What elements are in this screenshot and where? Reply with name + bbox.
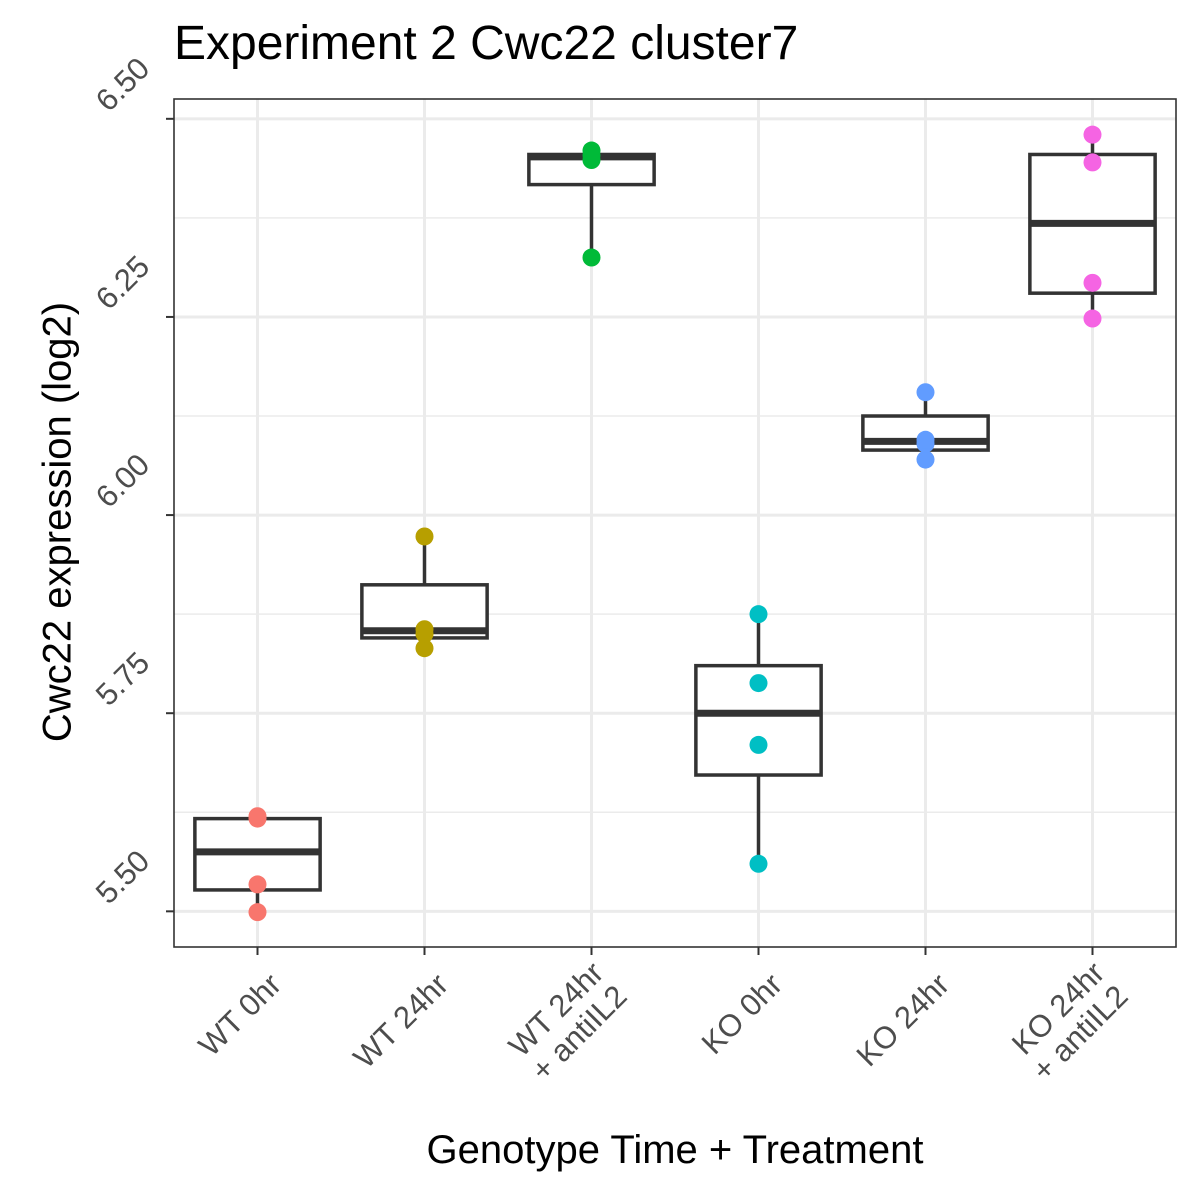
x-tick-label-line: KO 0hr — [695, 967, 789, 1061]
data-point — [582, 141, 601, 160]
data-point — [916, 430, 935, 449]
chart-title: Experiment 2 Cwc22 cluster7 — [174, 17, 799, 70]
y-tick-label: 6.25 — [89, 249, 156, 316]
panel-border — [173, 98, 1177, 948]
data-point — [749, 674, 768, 693]
data-point — [1083, 273, 1102, 292]
data-point — [916, 383, 935, 402]
data-point — [749, 605, 768, 624]
data-point — [415, 639, 434, 658]
data-point — [749, 735, 768, 754]
data-point — [248, 903, 267, 922]
x-tick-label: KO 0hr — [695, 967, 789, 1061]
data-point — [749, 854, 768, 873]
data-point — [415, 620, 434, 639]
x-tick-label: WT 24hr+ antiIL2 — [501, 955, 634, 1088]
data-point — [582, 248, 601, 267]
data-point — [1083, 309, 1102, 328]
x-axis-label: Genotype Time + Treatment — [426, 1128, 924, 1172]
x-tick-label: WT 24hr — [347, 967, 455, 1075]
x-tick-label-line: KO 24hr — [850, 967, 956, 1073]
data-point — [248, 875, 267, 894]
y-axis-label: Cwc22 expression (log2) — [35, 301, 80, 743]
y-tick-label: 5.75 — [89, 645, 156, 712]
data-point — [415, 527, 434, 546]
y-tick-label: 5.50 — [89, 843, 156, 910]
data-point — [1083, 125, 1102, 144]
data-point — [1083, 153, 1102, 172]
y-tick-label: 6.50 — [89, 51, 156, 118]
x-tick-label: KO 24hr — [850, 967, 956, 1073]
x-tick-label: WT 0hr — [192, 967, 288, 1063]
data-point — [916, 450, 935, 469]
data-point — [248, 807, 267, 826]
y-tick-label: 6.00 — [89, 447, 156, 514]
x-tick-label-line: WT 0hr — [192, 967, 288, 1063]
x-tick-label-line: WT 24hr — [347, 967, 455, 1075]
x-tick-label: KO 24hr+ antiIL2 — [1002, 955, 1135, 1088]
